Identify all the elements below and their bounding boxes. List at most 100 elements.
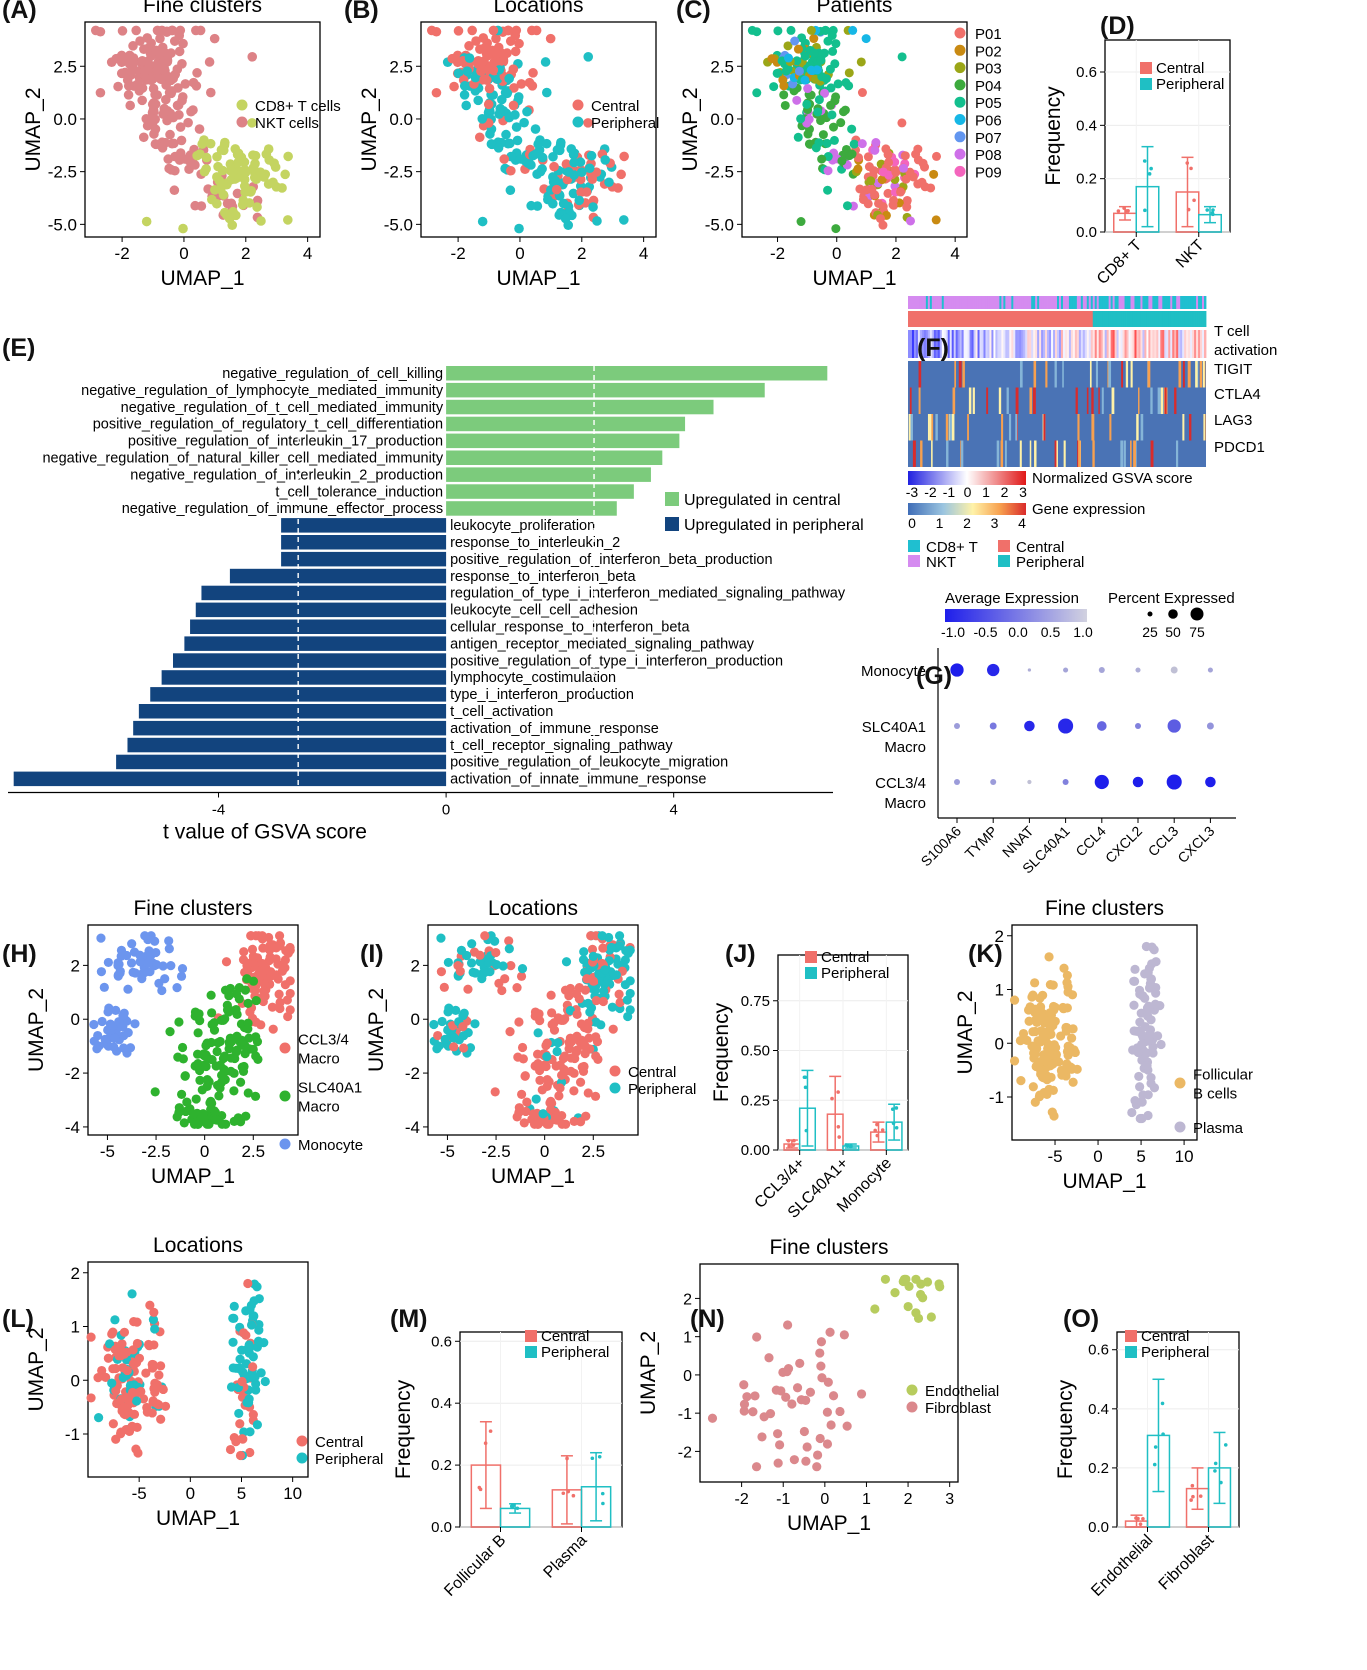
cell-type-cell [1120, 296, 1123, 309]
y-tick-label: -5.0 [705, 215, 734, 234]
gsva-cell [1112, 330, 1116, 358]
gsva-cell [969, 330, 972, 358]
location-cell [1146, 311, 1149, 327]
data-point [100, 1034, 110, 1044]
cell-type-cell [1192, 296, 1195, 309]
expression-cell [1029, 440, 1032, 467]
data-point [1152, 1462, 1157, 1467]
data-point [622, 995, 632, 1005]
data-point [192, 1049, 203, 1059]
gsva-cell [1166, 330, 1169, 358]
location-cell [925, 311, 929, 327]
data-point [506, 165, 516, 176]
dot [1098, 666, 1105, 674]
row-label: TIGIT [1214, 361, 1252, 378]
data-point [804, 1128, 809, 1133]
gsva-cell [1037, 330, 1040, 358]
cell-type-cell [1003, 296, 1006, 309]
gene-label: CXCL2 [1102, 823, 1145, 866]
gsva-cell [908, 330, 911, 358]
gsva-cell [1176, 330, 1179, 358]
cell-type-cell [1033, 296, 1036, 309]
data-point [1145, 1025, 1156, 1035]
data-point [831, 224, 841, 234]
size-key [1168, 609, 1178, 619]
data-point [569, 157, 579, 168]
data-point [830, 1096, 834, 1101]
data-point [565, 1005, 575, 1016]
data-point [606, 942, 617, 953]
data-point [142, 33, 153, 43]
gsva-cell [1164, 330, 1167, 358]
gsva-cell [1138, 330, 1141, 358]
data-point [1059, 963, 1069, 973]
data-point [797, 33, 807, 43]
data-point [490, 1087, 500, 1097]
expression-cell [986, 387, 989, 414]
group-label: Monocyte [861, 663, 926, 680]
data-point [114, 1351, 124, 1361]
cell-type-cell [971, 296, 974, 309]
expression-cell [1160, 387, 1164, 414]
data-point [252, 202, 262, 212]
data-point [215, 1060, 225, 1070]
expression-cell [1175, 440, 1179, 467]
data-point [1035, 1090, 1045, 1100]
legend-title: Percent Expressed [1108, 590, 1235, 607]
expression-colorbar [908, 503, 1026, 515]
data-point [217, 1119, 227, 1129]
data-point [488, 25, 499, 36]
data-point [802, 99, 812, 109]
data-point [143, 1339, 154, 1350]
data-point [864, 162, 874, 172]
bar [138, 704, 447, 719]
y-tick-label: 2 [683, 1291, 692, 1308]
location-cell [1058, 311, 1062, 327]
data-point [1198, 1494, 1203, 1498]
data-point [870, 145, 880, 155]
x-tick-label: -5 [1047, 1147, 1062, 1166]
data-point [117, 1404, 127, 1414]
data-point [459, 1043, 469, 1053]
gsva-cell [921, 330, 925, 358]
data-point [143, 958, 154, 968]
data-point [783, 1364, 794, 1374]
expression-cell [1130, 361, 1133, 388]
bar [446, 484, 634, 499]
data-point [237, 1036, 248, 1046]
data-point [274, 931, 285, 941]
data-point [254, 1294, 264, 1304]
y-axis-label: Frequency [392, 1379, 415, 1479]
bar-label: lymphocyte_costimulation [450, 670, 616, 686]
data-point [1156, 1039, 1166, 1050]
panel-label-c: (C) [676, 0, 711, 24]
expression-cell [929, 414, 932, 441]
data-point [464, 53, 475, 63]
cell-type-cell [913, 296, 917, 309]
data-point [554, 1091, 564, 1101]
data-point [226, 1382, 237, 1392]
location-cell [999, 311, 1002, 327]
data-point [598, 943, 608, 953]
expression-cell [910, 414, 913, 441]
data-point [1050, 1016, 1060, 1026]
data-point [837, 1135, 841, 1139]
data-point [552, 1046, 562, 1057]
data-point [148, 1359, 158, 1370]
data-point [814, 95, 824, 105]
data-point [1065, 1062, 1075, 1072]
data-point [569, 1068, 579, 1078]
cell-type-cell [995, 296, 998, 309]
data-point [173, 1052, 183, 1062]
data-point [459, 81, 470, 91]
data-point [135, 957, 145, 967]
data-point [103, 1007, 113, 1017]
data-point [870, 1304, 880, 1314]
data-point [569, 1116, 579, 1126]
location-cell [1029, 311, 1032, 327]
data-point [172, 983, 182, 993]
location-cell [1184, 311, 1187, 327]
gsva-cell [1013, 330, 1016, 358]
cell-type-cell [1021, 296, 1024, 309]
